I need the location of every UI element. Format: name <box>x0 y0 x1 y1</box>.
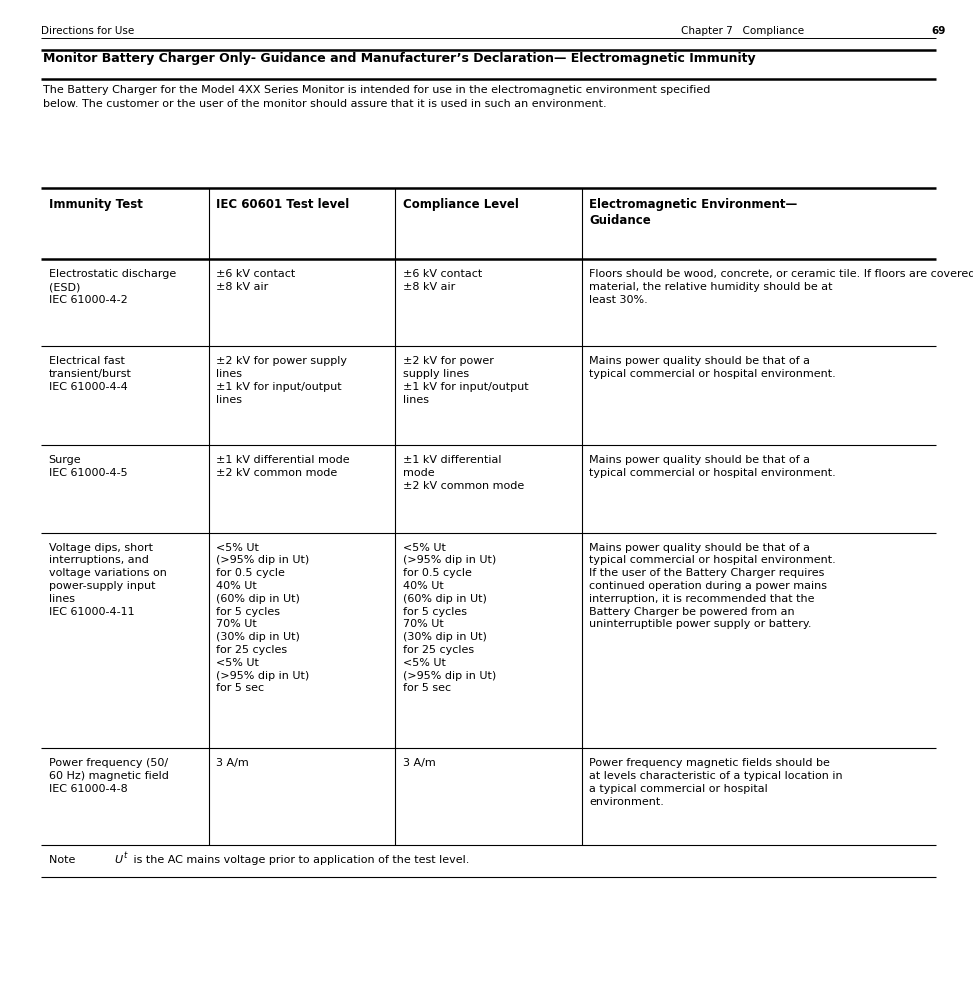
Text: IEC 60601 Test level: IEC 60601 Test level <box>216 198 349 211</box>
Text: <5% Ut
(>95% dip in Ut)
for 0.5 cycle
40% Ut
(60% dip in Ut)
for 5 cycles
70% Ut: <5% Ut (>95% dip in Ut) for 0.5 cycle 40… <box>403 543 496 693</box>
Text: below. The customer or the user of the monitor should assure that it is used in : below. The customer or the user of the m… <box>43 99 606 109</box>
Text: 3 A/m: 3 A/m <box>216 758 249 768</box>
Text: ±1 kV differential mode
±2 kV common mode: ±1 kV differential mode ±2 kV common mod… <box>216 455 350 478</box>
Text: Note: Note <box>49 855 96 865</box>
Text: ±1 kV differential
mode
±2 kV common mode: ±1 kV differential mode ±2 kV common mod… <box>403 455 524 491</box>
Text: Surge
IEC 61000-4-5: Surge IEC 61000-4-5 <box>49 455 127 478</box>
Text: Electrostatic discharge
(ESD)
IEC 61000-4-2: Electrostatic discharge (ESD) IEC 61000-… <box>49 269 176 305</box>
Text: Directions for Use: Directions for Use <box>41 26 134 36</box>
Text: Mains power quality should be that of a
typical commercial or hospital environme: Mains power quality should be that of a … <box>590 455 836 478</box>
Text: Mains power quality should be that of a
typical commercial or hospital environme: Mains power quality should be that of a … <box>590 356 836 379</box>
Text: U: U <box>115 855 123 865</box>
Text: t: t <box>124 851 126 860</box>
Text: Floors should be wood, concrete, or ceramic tile. If floors are covered with syn: Floors should be wood, concrete, or cera… <box>590 269 973 305</box>
Text: Electrical fast
transient/burst
IEC 61000-4-4: Electrical fast transient/burst IEC 6100… <box>49 356 131 392</box>
Text: Voltage dips, short
interruptions, and
voltage variations on
power-supply input
: Voltage dips, short interruptions, and v… <box>49 543 166 617</box>
Text: ±6 kV contact
±8 kV air: ±6 kV contact ±8 kV air <box>403 269 483 292</box>
Text: Electromagnetic Environment—
Guidance: Electromagnetic Environment— Guidance <box>590 198 798 227</box>
Text: 69: 69 <box>931 26 946 36</box>
Text: Chapter 7   Compliance: Chapter 7 Compliance <box>681 26 805 36</box>
Text: ±2 kV for power
supply lines
±1 kV for input/output
lines: ±2 kV for power supply lines ±1 kV for i… <box>403 356 528 405</box>
Text: Mains power quality should be that of a
typical commercial or hospital environme: Mains power quality should be that of a … <box>590 543 836 630</box>
Text: 3 A/m: 3 A/m <box>403 758 436 768</box>
Text: The Battery Charger for the Model 4XX Series Monitor is intended for use in the : The Battery Charger for the Model 4XX Se… <box>43 85 710 95</box>
Text: Power frequency magnetic fields should be
at levels characteristic of a typical : Power frequency magnetic fields should b… <box>590 758 843 807</box>
Text: Immunity Test: Immunity Test <box>49 198 142 211</box>
Text: ±2 kV for power supply
lines
±1 kV for input/output
lines: ±2 kV for power supply lines ±1 kV for i… <box>216 356 347 405</box>
Text: Monitor Battery Charger Only- Guidance and Manufacturer’s Declaration— Electroma: Monitor Battery Charger Only- Guidance a… <box>43 52 755 65</box>
Text: Compliance Level: Compliance Level <box>403 198 519 211</box>
Text: ±6 kV contact
±8 kV air: ±6 kV contact ±8 kV air <box>216 269 296 292</box>
Text: is the AC mains voltage prior to application of the test level.: is the AC mains voltage prior to applica… <box>130 855 470 865</box>
Text: <5% Ut
(>95% dip in Ut)
for 0.5 cycle
40% Ut
(60% dip in Ut)
for 5 cycles
70% Ut: <5% Ut (>95% dip in Ut) for 0.5 cycle 40… <box>216 543 309 693</box>
Text: Power frequency (50/
60 Hz) magnetic field
IEC 61000-4-8: Power frequency (50/ 60 Hz) magnetic fie… <box>49 758 168 794</box>
